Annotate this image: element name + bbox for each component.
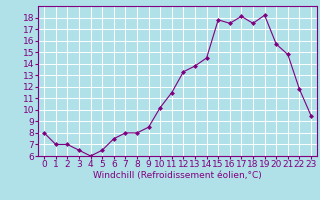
X-axis label: Windchill (Refroidissement éolien,°C): Windchill (Refroidissement éolien,°C): [93, 171, 262, 180]
